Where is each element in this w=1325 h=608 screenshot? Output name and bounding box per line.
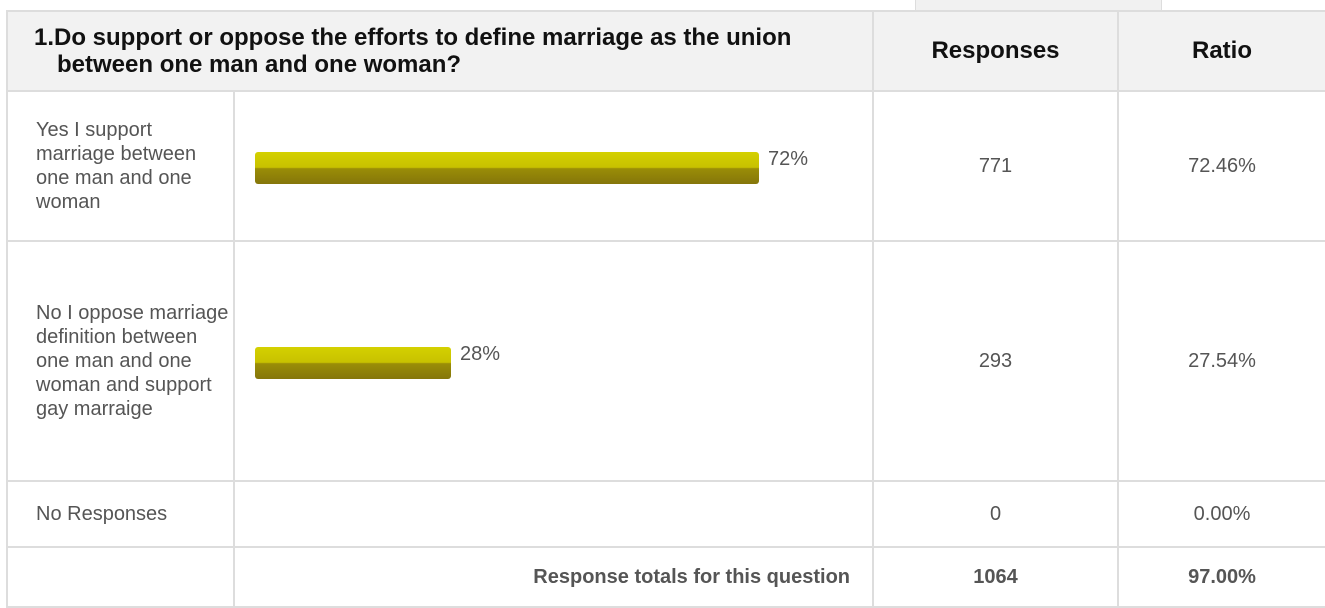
bar-wrap: 72% — [255, 148, 872, 184]
ratio-value: 0.00% — [1117, 480, 1325, 548]
header-row: 1.Do support or oppose the efforts to de… — [6, 10, 1325, 92]
bar-cell: 28% — [233, 240, 874, 482]
totals-empty-cell — [6, 546, 235, 608]
top-tab — [915, 0, 1162, 10]
bar-wrap: 28% — [255, 343, 872, 379]
responses-value: 0 — [872, 480, 1119, 548]
bar-label-no: 28% — [460, 343, 501, 365]
answer-label: No Responses — [6, 480, 235, 548]
answer-label: Yes I support marriage between one man a… — [6, 90, 235, 242]
answer-label: No I oppose marriage definition between … — [6, 240, 235, 482]
answer-row-no-responses: No Responses 0 0.00% — [6, 480, 1325, 548]
responses-value: 293 — [872, 240, 1119, 482]
bar-yes — [255, 152, 759, 184]
ratio-header: Ratio — [1117, 10, 1325, 92]
responses-header: Responses — [872, 10, 1119, 92]
survey-results-table: 1.Do support or oppose the efforts to de… — [6, 10, 1325, 608]
totals-label: Response totals for this question — [233, 546, 874, 608]
bar-no — [255, 347, 451, 379]
bar-label-yes: 72% — [768, 148, 809, 170]
totals-row: Response totals for this question 1064 9… — [6, 546, 1325, 608]
totals-responses: 1064 — [872, 546, 1119, 608]
question-title: 1.Do support or oppose the efforts to de… — [34, 24, 792, 78]
responses-value: 771 — [872, 90, 1119, 242]
ratio-value: 27.54% — [1117, 240, 1325, 482]
answer-row-no: No I oppose marriage definition between … — [6, 240, 1325, 482]
totals-ratio: 97.00% — [1117, 546, 1325, 608]
answer-row-yes: Yes I support marriage between one man a… — [6, 90, 1325, 242]
bar-cell-empty — [233, 480, 874, 548]
bar-cell: 72% — [233, 90, 874, 242]
question-header: 1.Do support or oppose the efforts to de… — [6, 10, 874, 92]
ratio-value: 72.46% — [1117, 90, 1325, 242]
